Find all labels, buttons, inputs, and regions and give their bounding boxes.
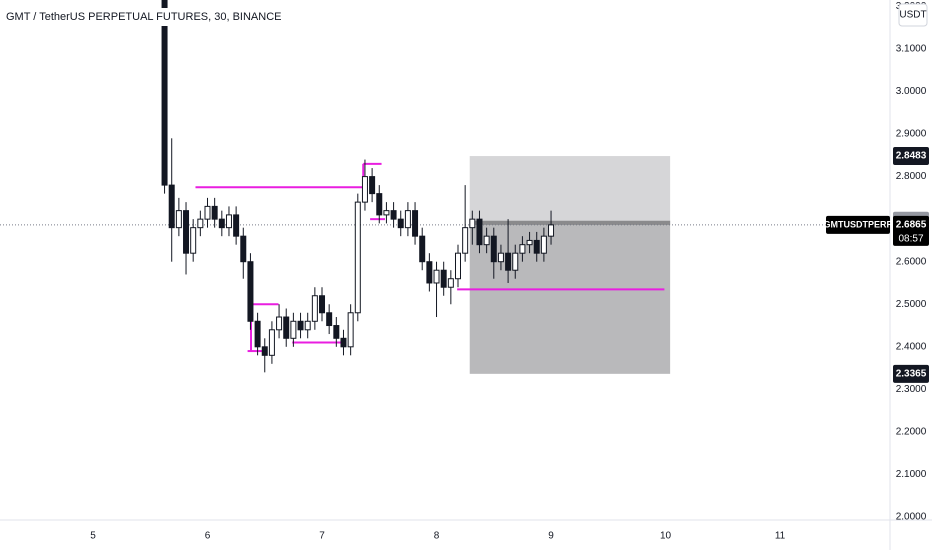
candle-body (297, 320, 304, 331)
target-price-tag-bg (893, 364, 929, 383)
candle-body (404, 210, 411, 229)
target-price-tag-label: 2.3365 (896, 368, 927, 379)
y-tick-label: 2.3000 (896, 384, 927, 395)
candle-body (462, 227, 469, 254)
candle-body (548, 224, 555, 237)
candle-body (161, 0, 168, 186)
candle-body (304, 320, 311, 331)
candle-body (333, 325, 340, 339)
candle-body (397, 218, 404, 229)
last-price-tag-label: 2.6865 (896, 220, 927, 231)
candle-body (190, 227, 197, 254)
y-tick-label: 2.0000 (896, 512, 927, 523)
candle-body (204, 205, 211, 220)
candle-body (254, 320, 261, 348)
y-tick-label: 2.5000 (896, 299, 927, 310)
currency-label[interactable]: USDT (899, 10, 926, 21)
candle-body (533, 239, 540, 254)
x-tick-label: 8 (434, 531, 440, 542)
candle-body (426, 261, 433, 284)
symbol-tag-label: GMTUSDTPERP (823, 219, 892, 229)
candle-body (347, 312, 354, 348)
symbol-tag: GMTUSDTPERP (823, 215, 893, 234)
candle-body (175, 210, 182, 229)
candle-body (440, 269, 447, 288)
candle-body (247, 261, 254, 322)
y-tick-label: 3.0000 (896, 86, 927, 97)
candle-body (183, 210, 190, 254)
entry-band (469, 220, 671, 225)
candle-body (483, 235, 490, 246)
candle-body (290, 320, 297, 339)
candle-body (283, 316, 290, 339)
candle-body (340, 337, 347, 348)
candle-body (326, 312, 333, 327)
candle-body (168, 184, 175, 229)
candle-body (447, 278, 454, 288)
y-tick-label: 2.1000 (896, 469, 927, 480)
x-tick-label: 11 (775, 531, 786, 542)
y-tick-label: 2.9000 (896, 129, 927, 140)
y-tick-label: 2.8000 (896, 171, 927, 182)
candle-body (476, 218, 483, 246)
candle-body (319, 295, 326, 314)
last-price-tag-bg (893, 215, 929, 246)
target-zone (469, 220, 671, 374)
stop-price-tag: 2.8483 (893, 147, 929, 166)
y-tick-label: 3.1000 (896, 44, 927, 55)
candle-body (419, 235, 426, 263)
candle-body (276, 316, 283, 331)
title-bg (0, 8, 250, 26)
candle-body (354, 201, 361, 314)
candle-body (519, 244, 526, 254)
stop-zone (469, 156, 671, 221)
candle-body (454, 252, 461, 280)
candle-body (211, 205, 218, 220)
currency-button[interactable] (898, 3, 928, 27)
countdown: 08:57 (898, 234, 923, 245)
candle-body (268, 329, 275, 356)
candle-body (540, 235, 547, 254)
candle-body (505, 252, 512, 271)
candle-body (369, 176, 376, 195)
chart-title: GMT / TetherUS PERPETUAL FUTURES, 30, BI… (6, 11, 281, 23)
candle-body (376, 193, 383, 216)
y-tick-label: 2.4000 (896, 341, 927, 352)
candle-body (261, 346, 268, 356)
y-tick-label: 2.6000 (896, 256, 927, 267)
x-tick-label: 6 (205, 531, 211, 542)
candle-body (240, 235, 247, 263)
candle-body (361, 176, 368, 203)
plot-area (0, 0, 890, 374)
candle-body (225, 214, 232, 229)
candle-body (390, 210, 397, 220)
x-tick-label: 5 (90, 531, 96, 542)
candle-body (497, 252, 504, 263)
symbol-tag-bg (826, 215, 890, 234)
x-tick-label: 9 (548, 531, 554, 542)
candle-body (218, 218, 225, 229)
candle-body (197, 218, 204, 229)
candle-body (512, 252, 519, 271)
candle-body (383, 210, 390, 216)
candle-body (412, 210, 419, 237)
last-price-tag: 2.6865 08:57 (893, 215, 929, 246)
candle-body (526, 239, 533, 246)
candle-body (490, 235, 497, 263)
stop-price-tag-label: 2.8483 (896, 151, 927, 162)
x-tick-label: 7 (319, 531, 325, 542)
stop-price-tag-bg (893, 147, 929, 166)
candle-body (433, 269, 440, 284)
candle-body (233, 214, 240, 237)
target-price-tag: 2.3365 (893, 364, 929, 383)
y-tick-label: 2.2000 (896, 427, 927, 438)
candle-body (469, 218, 476, 229)
candle-body (311, 295, 318, 322)
x-tick-label: 10 (660, 531, 672, 542)
